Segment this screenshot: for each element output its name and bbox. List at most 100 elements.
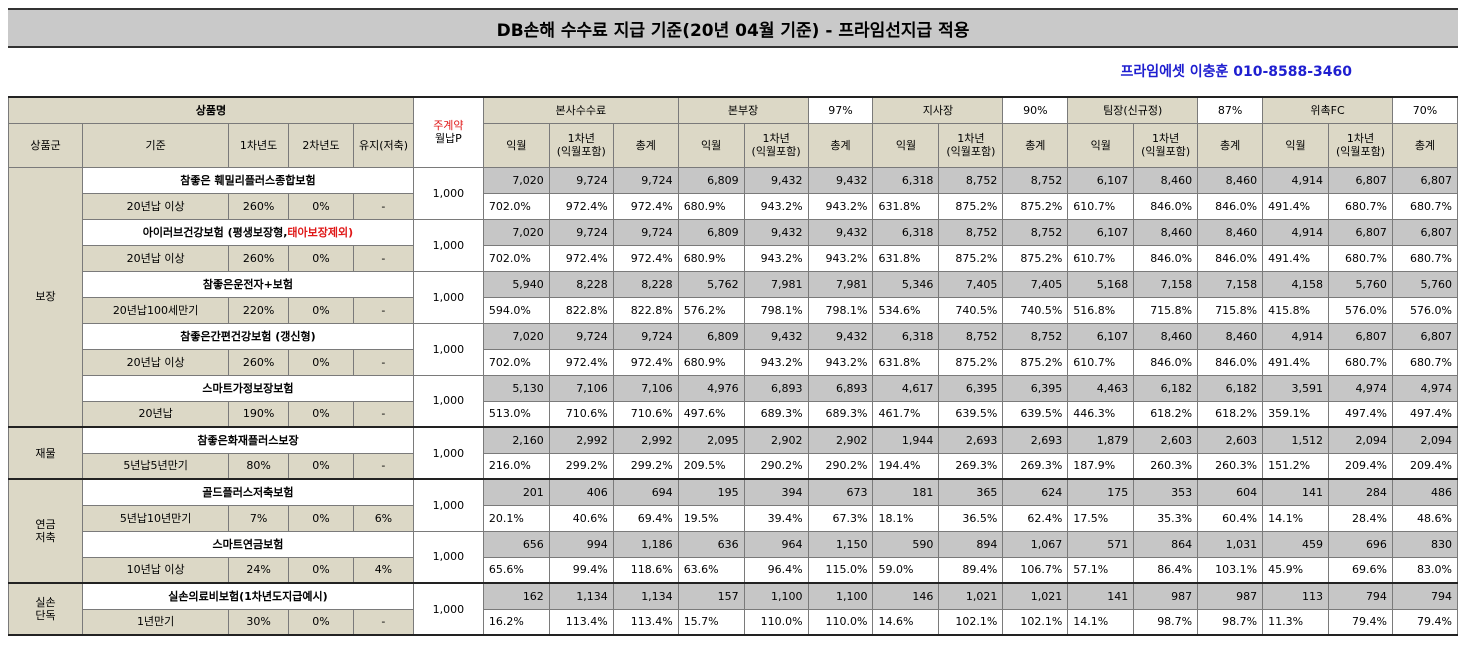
commission-amount: 6,893: [743, 374, 809, 402]
header-total: 총계: [612, 122, 679, 168]
commission-amount: 1,134: [548, 582, 614, 610]
commission-amount: 987: [1197, 582, 1264, 610]
commission-rate: 875.2%: [1002, 348, 1069, 376]
premium-value: 1,000: [412, 218, 484, 272]
commission-amount: 8,752: [938, 166, 1004, 194]
keep-rate: -: [352, 296, 414, 324]
commission-amount: 4,914: [1262, 218, 1330, 246]
commission-amount: 486: [1391, 478, 1459, 506]
commission-amount: 6,318: [872, 218, 940, 246]
commission-rate: 102.1%: [938, 608, 1004, 636]
commission-rate: 290.2%: [807, 452, 874, 480]
commission-amount: 9,432: [743, 166, 809, 194]
commission-amount: 4,914: [1262, 322, 1330, 350]
commission-amount: 353: [1133, 478, 1199, 506]
header-tier-1-rate: 97%: [807, 96, 874, 124]
commission-rate: 491.4%: [1262, 244, 1330, 272]
commission-rate: 461.7%: [872, 400, 940, 428]
commission-amount: 4,463: [1067, 374, 1135, 402]
commission-rate: 497.4%: [1328, 400, 1393, 428]
commission-amount: 864: [1133, 530, 1199, 558]
commission-amount: 365: [938, 478, 1004, 506]
commission-amount: 2,603: [1197, 426, 1264, 454]
commission-rate: 110.0%: [807, 608, 874, 636]
header-premium: 주계약 월납P: [412, 96, 484, 168]
commission-rate: 631.8%: [872, 244, 940, 272]
commission-rate: 715.8%: [1197, 296, 1264, 324]
table-row: 5년납5년만기 80% 0% -216.0% 299.2% 299.2% 209.5% 290…: [9, 452, 1459, 480]
commission-rate: 639.5%: [1002, 400, 1069, 428]
commission-rate: 113.4%: [612, 608, 679, 636]
commission-rate: 260.3%: [1197, 452, 1264, 480]
group-name: 실손 단독: [7, 582, 84, 636]
keep-rate: -: [352, 400, 414, 428]
commission-amount: 1,186: [612, 530, 679, 558]
basis-value: 20년납100세만기: [82, 296, 230, 324]
year2-rate: 0%: [288, 400, 354, 428]
commission-rate: 798.1%: [743, 296, 809, 324]
commission-amount: 1,021: [1002, 582, 1069, 610]
commission-rate: 415.8%: [1262, 296, 1330, 324]
header-tier-4: 위촉FC: [1262, 96, 1393, 124]
commission-amount: 6,807: [1391, 218, 1459, 246]
premium-value: 1,000: [412, 166, 484, 220]
table-row: 1년만기 30% 0% -16.2% 113.4% 113.4% 15.7% 110.0% 11…: [9, 608, 1459, 636]
header-first-year-line1: 1차년: [762, 132, 790, 145]
year2-rate: 0%: [288, 452, 354, 480]
commission-amount: 6,395: [1002, 374, 1069, 402]
keep-rate: -: [352, 348, 414, 376]
commission-amount: 9,432: [743, 218, 809, 246]
commission-amount: 9,432: [807, 218, 874, 246]
commission-rate: 290.2%: [743, 452, 809, 480]
commission-amount: 4,974: [1328, 374, 1393, 402]
commission-amount: 141: [1067, 582, 1135, 610]
commission-amount: 5,762: [677, 270, 745, 298]
commission-rate: 209.4%: [1391, 452, 1459, 480]
header-first-year-line2: (익월포함): [946, 145, 996, 158]
commission-amount: 8,228: [548, 270, 614, 298]
table-row: 5년납10년만기 7% 0% 6% 20.1% 40.6% 69.4% 19.5% 39.4% 6…: [9, 504, 1459, 532]
group-name: 보장: [7, 166, 84, 428]
table-body: 보장 참좋은 훼밀리플러스종합보험 1,000 7,020 9,724 9,724 6,80…: [7, 166, 1459, 636]
commission-rate: 98.7%: [1133, 608, 1199, 636]
header-first-year-line1: 1차년: [1346, 132, 1375, 145]
commission-amount: 2,693: [938, 426, 1004, 454]
commission-amount: 7,158: [1197, 270, 1264, 298]
commission-amount: 6,807: [1391, 322, 1459, 350]
commission-amount: 6,809: [677, 218, 745, 246]
commission-rate: 57.1%: [1067, 556, 1135, 584]
year2-rate: 0%: [288, 556, 354, 584]
commission-rate: 618.2%: [1133, 400, 1199, 428]
commission-amount: 8,752: [1002, 166, 1069, 194]
year1-rate: 24%: [228, 556, 290, 584]
commission-amount: 6,893: [807, 374, 874, 402]
commission-amount: 6,107: [1067, 218, 1135, 246]
commission-rate: 106.7%: [1002, 556, 1069, 584]
table-row: 아이러브건강보험 (평생보장형,태아보장제외) 1,000 7,020 9,724 9,…: [9, 218, 1459, 272]
commission-amount: 2,992: [612, 426, 679, 454]
product-name-text: 아이러브건강보험 (평생보장형,: [142, 225, 288, 239]
year1-rate: 260%: [228, 192, 290, 220]
premium-value: 1,000: [412, 478, 484, 532]
premium-value: 1,000: [412, 530, 484, 584]
header-first-year-line1: 1차년: [957, 132, 985, 145]
year1-rate: 7%: [228, 504, 290, 532]
commission-amount: 113: [1262, 582, 1330, 610]
commission-rate: 40.6%: [548, 504, 614, 532]
commission-rate: 875.2%: [1002, 192, 1069, 220]
commission-rate: 943.2%: [743, 244, 809, 272]
commission-rate: 60.4%: [1197, 504, 1264, 532]
commission-amount: 9,724: [548, 218, 614, 246]
commission-rate: 115.0%: [807, 556, 874, 584]
commission-amount: 7,405: [938, 270, 1004, 298]
commission-amount: 894: [938, 530, 1004, 558]
commission-amount: 8,752: [1002, 322, 1069, 350]
commission-rate: 269.3%: [1002, 452, 1069, 480]
commission-amount: 4,617: [872, 374, 940, 402]
commission-amount: 181: [872, 478, 940, 506]
commission-rate: 822.8%: [612, 296, 679, 324]
commission-rate: 14.1%: [1262, 504, 1330, 532]
year1-rate: 30%: [228, 608, 290, 636]
commission-rate: 446.3%: [1067, 400, 1135, 428]
commission-rate: 875.2%: [1002, 244, 1069, 272]
